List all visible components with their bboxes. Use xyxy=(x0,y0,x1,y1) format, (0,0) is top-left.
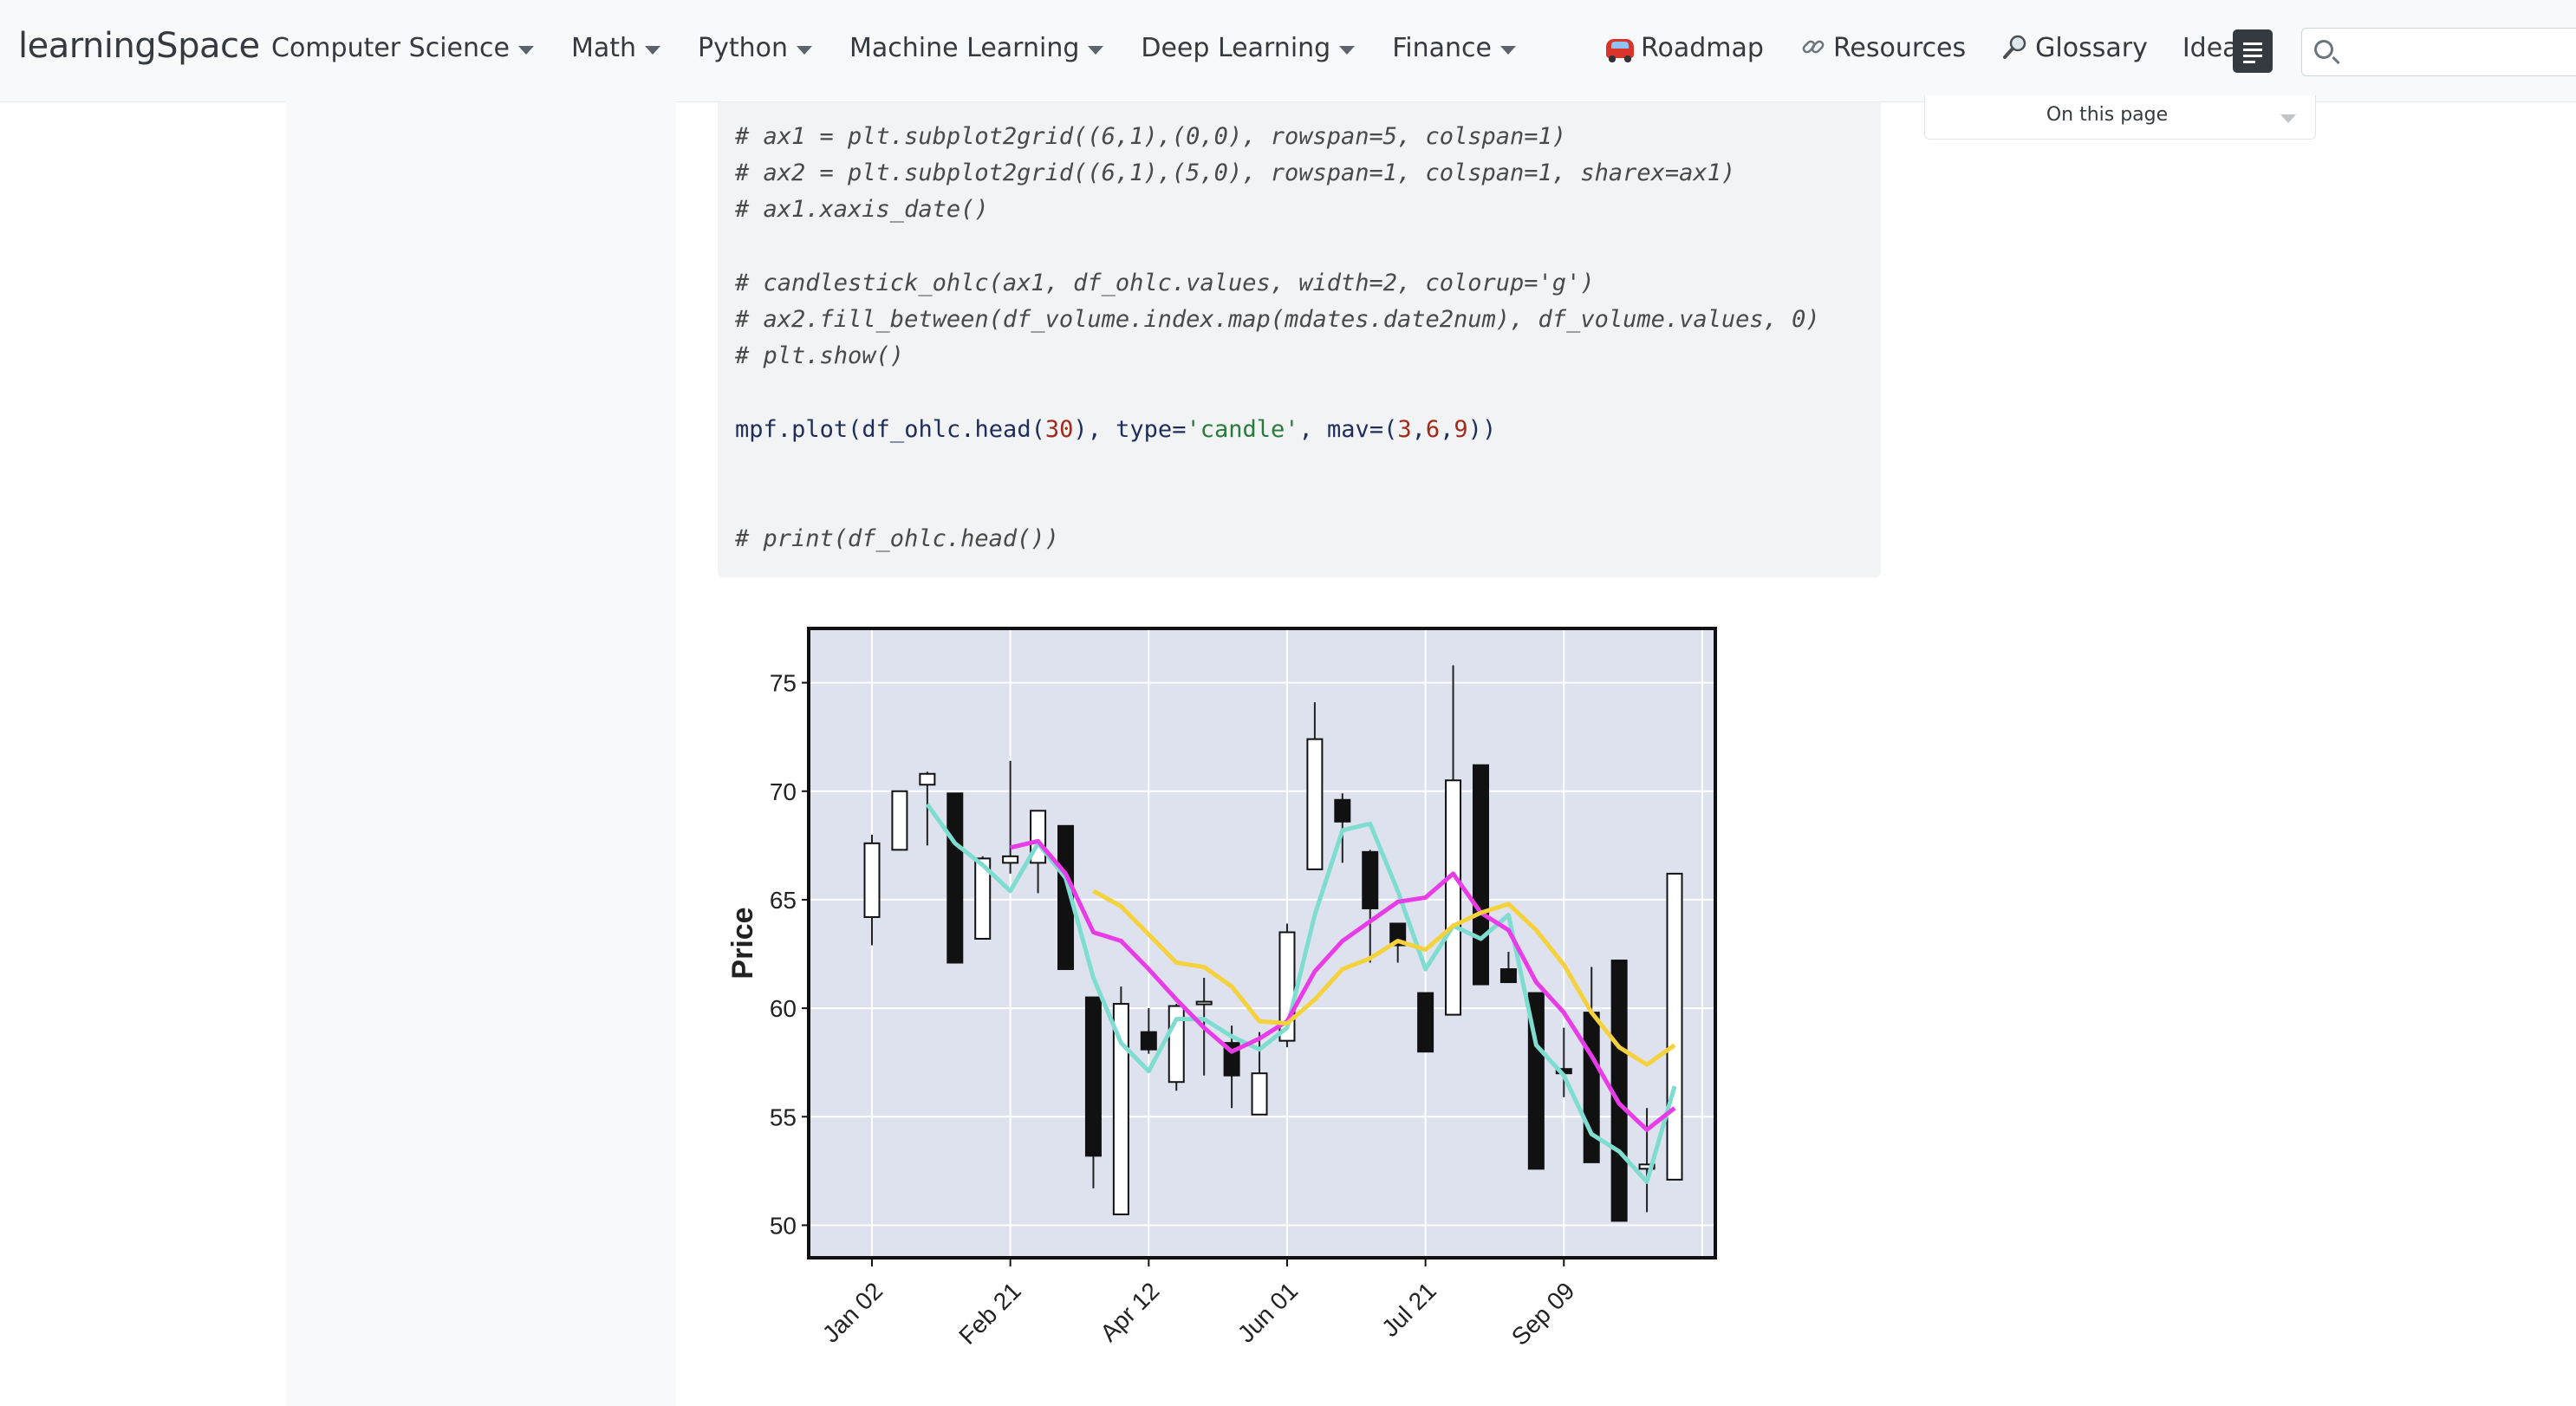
nav-menu-python[interactable]: Python xyxy=(698,33,813,63)
nav-menu-deep-learning[interactable]: Deep Learning xyxy=(1141,33,1356,63)
code-line: # candlestick_ohlc(ax1, df_ohlc.values, … xyxy=(735,270,1595,296)
nav-menu-computer-science[interactable]: Computer Science xyxy=(271,33,534,63)
x-tick-label: Feb 21 xyxy=(953,1277,1026,1350)
chevron-down-icon xyxy=(645,45,661,55)
candle-body xyxy=(1251,1072,1268,1116)
x-tick-label: Jun 01 xyxy=(1233,1277,1303,1347)
code-line: # ax2 = plt.subplot2grid((6,1),(5,0), ro… xyxy=(735,159,1736,186)
candle-body xyxy=(1666,872,1683,1181)
nav-menu-label: Computer Science xyxy=(271,33,510,63)
nav-menu-label: Math xyxy=(570,33,637,63)
navbar: learningSpace Computer Science Math Pyth… xyxy=(0,0,2576,102)
candle-body xyxy=(1638,1163,1656,1170)
chevron-down-icon xyxy=(1500,45,1516,55)
car-icon xyxy=(1606,38,1634,62)
plot-frame xyxy=(807,627,1717,1260)
plot-area xyxy=(809,628,1715,1258)
candle-body xyxy=(891,790,908,851)
link-icon xyxy=(1799,34,1828,63)
toc-toggle-button[interactable] xyxy=(2233,29,2273,73)
toc-panel[interactable]: On this page xyxy=(1924,95,2316,140)
candle-body xyxy=(1084,996,1102,1157)
candle-body xyxy=(1445,779,1462,1016)
chart-svg: 50 55 60 65 70 75 Jan 02 Feb 21 Apr 12 Jun 01 Jul … xyxy=(726,627,1717,1351)
left-sidebar xyxy=(286,102,676,1406)
code-line: # ax1.xaxis_date() xyxy=(735,196,989,223)
code-line: # ax2.fill_between(df_volume.index.map(m… xyxy=(735,306,1820,333)
candle-body xyxy=(1002,855,1019,864)
nav-menu: Computer Science Math Python Machine Lea… xyxy=(271,33,1553,63)
x-tick-label: Apr 12 xyxy=(1095,1277,1164,1346)
candle-body xyxy=(1472,764,1489,986)
code-line: # print(df_ohlc.head()) xyxy=(735,525,1059,552)
candle-body xyxy=(863,842,881,918)
code-line: # ax1 = plt.subplot2grid((6,1),(0,0), ro… xyxy=(735,123,1567,150)
y-tick-label: 65 xyxy=(770,887,797,914)
candle-body xyxy=(1334,798,1351,823)
x-tick-label: Jul 21 xyxy=(1376,1277,1441,1342)
nav-links: Roadmap Resources Glossary Ideas xyxy=(1606,33,2287,63)
candle-body xyxy=(1306,738,1324,870)
nav-menu-label: Deep Learning xyxy=(1141,33,1331,63)
nav-link-glossary[interactable]: Glossary xyxy=(2000,33,2148,63)
y-axis-label: Price xyxy=(726,907,759,979)
magnifier-icon xyxy=(2000,34,2030,63)
nav-link-label: Glossary xyxy=(2035,33,2148,63)
chevron-down-icon xyxy=(1088,45,1104,55)
nav-link-resources[interactable]: Resources xyxy=(1799,33,1966,63)
candle-body xyxy=(1499,968,1517,984)
toc-title: On this page xyxy=(2046,104,2169,126)
candle-body xyxy=(1417,992,1434,1053)
nav-link-label: Resources xyxy=(1832,33,1967,63)
candlestick-chart: 50 55 60 65 70 75 Jan 02 Feb 21 Apr 12 Jun 01 Jul … xyxy=(718,598,1758,1361)
candle-body xyxy=(1112,1003,1129,1215)
brand-logo[interactable]: learningSpace xyxy=(18,26,260,66)
nav-menu-machine-learning[interactable]: Machine Learning xyxy=(849,33,1104,63)
chevron-down-icon xyxy=(2280,114,2296,123)
candle-body xyxy=(1195,1000,1213,1006)
mav-6-line xyxy=(1010,838,1676,1132)
y-tick-label: 70 xyxy=(770,778,797,805)
chevron-down-icon xyxy=(1339,45,1356,55)
code-line: mpf.plot(df_ohlc.head(30), type='candle'… xyxy=(735,416,1497,443)
y-tick-label: 55 xyxy=(770,1103,797,1130)
y-tick-label: 50 xyxy=(770,1212,797,1239)
nav-menu-math[interactable]: Math xyxy=(570,33,661,63)
nav-menu-finance[interactable]: Finance xyxy=(1392,33,1516,63)
nav-menu-label: Finance xyxy=(1392,33,1492,63)
nav-link-label: Roadmap xyxy=(1641,33,1764,63)
search-icon xyxy=(2314,40,2333,59)
candle-body xyxy=(946,792,964,964)
candle-body xyxy=(974,857,992,940)
chevron-down-icon xyxy=(797,45,813,55)
y-tick-label: 75 xyxy=(770,670,797,697)
chevron-down-icon xyxy=(517,45,534,55)
x-tick-label: Jan 02 xyxy=(817,1277,888,1347)
candle-body xyxy=(1362,850,1379,909)
code-block: # ax1 = plt.subplot2grid((6,1),(0,0), ro… xyxy=(718,102,1881,577)
mav-9-line xyxy=(1092,889,1676,1067)
code-line: # plt.show() xyxy=(735,342,905,369)
x-tick-label: Sep 09 xyxy=(1506,1277,1580,1351)
nav-menu-label: Machine Learning xyxy=(849,33,1080,63)
candle-body xyxy=(1140,1031,1157,1051)
nav-link-roadmap[interactable]: Roadmap xyxy=(1606,33,1764,63)
nav-menu-label: Python xyxy=(698,33,789,63)
candle-body xyxy=(919,772,936,786)
search-input[interactable] xyxy=(2301,28,2576,76)
y-tick-label: 60 xyxy=(770,995,797,1022)
